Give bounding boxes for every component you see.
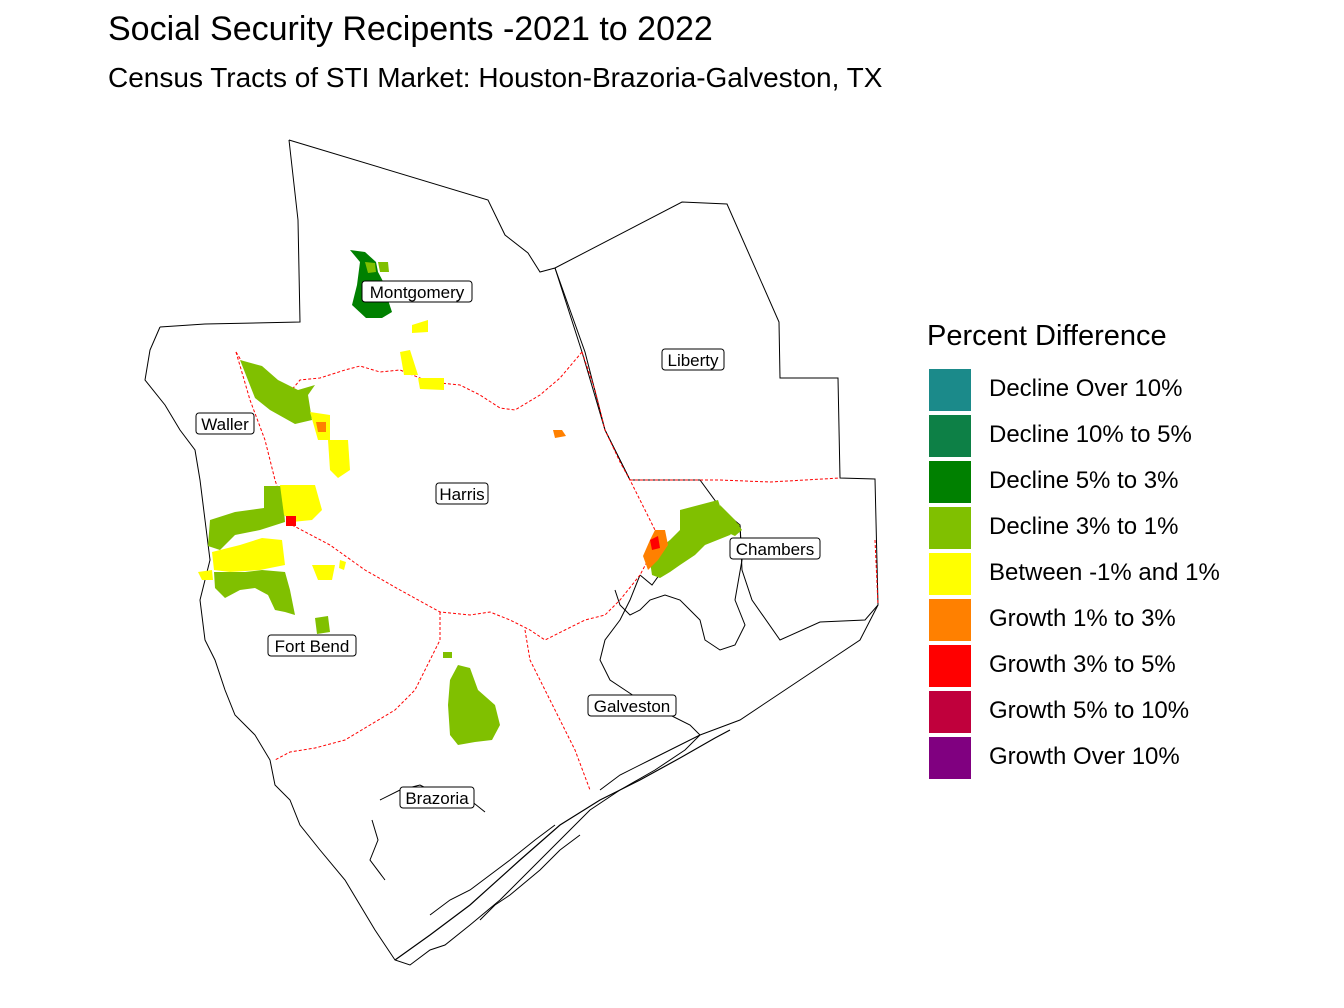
legend-label: Between -1% and 1% (989, 559, 1220, 586)
legend-swatch (929, 415, 971, 457)
tract-east-red (650, 536, 660, 550)
tract-fortbend-green-small (315, 616, 330, 634)
tract-nw-orange (316, 422, 326, 432)
tract-brazoria-small (443, 652, 452, 658)
legend-items: Decline Over 10% Decline 10% to 5% Decli… (927, 367, 1220, 781)
liberty-boundary (554, 267, 631, 481)
north-outline (159, 139, 879, 641)
tract-nw-yellow-2 (328, 440, 350, 478)
legend-item: Decline 10% to 5% (927, 413, 1192, 459)
county-label-galveston: Galveston (587, 694, 677, 717)
county-labels: Montgomery Liberty Waller Harris Chamber… (195, 280, 821, 809)
legend-swatch (929, 691, 971, 733)
tract-west-yellow-5 (339, 560, 346, 570)
coast-detail-1 (429, 824, 556, 916)
tract-west-yellow-4 (312, 565, 335, 580)
tract-brazoria-green (448, 665, 500, 745)
county-label-text: Brazoria (405, 789, 469, 808)
legend-item: Growth 3% to 5% (927, 643, 1176, 689)
county-label-text: Fort Bend (275, 637, 350, 656)
coast-detail-2 (479, 834, 581, 921)
tract-montgomery-yellow-3 (418, 378, 444, 390)
tract-east-orange (643, 530, 668, 570)
tract-west-yellow-3 (198, 570, 213, 580)
legend-item: Growth Over 10% (927, 735, 1180, 781)
county-label-liberty: Liberty (661, 348, 725, 371)
legend-label: Growth 5% to 10% (989, 697, 1190, 724)
tract-west-green-2 (214, 570, 295, 615)
county-label-chambers: Chambers (729, 537, 821, 560)
border-harris-west (235, 351, 293, 526)
border-harris-south (291, 524, 641, 641)
legend-swatch (929, 461, 971, 503)
legend-swatch (929, 369, 971, 411)
legend-swatch (929, 507, 971, 549)
legend-item: Decline 3% to 1% (927, 505, 1178, 551)
legend-label: Decline 3% to 1% (989, 513, 1179, 540)
tract-waller-north-green (240, 360, 315, 424)
legend-swatch (929, 737, 971, 779)
legend-item: Decline Over 10% (927, 367, 1182, 413)
county-label-brazoria: Brazoria (399, 786, 475, 809)
county-label-harris: Harris (435, 482, 489, 505)
county-label-text: Waller (201, 415, 249, 434)
legend-label: Decline 5% to 3% (989, 467, 1179, 494)
border-chambers-east (874, 539, 879, 606)
county-label-waller: Waller (195, 412, 255, 435)
legend-swatch (929, 645, 971, 687)
tract-montgomery-yellow-2 (400, 350, 418, 375)
county-label-montgomery: Montgomery (361, 280, 473, 303)
galveston-island (394, 729, 731, 961)
legend-item: Decline 5% to 3% (927, 459, 1178, 505)
map-title: Social Security Recipents -2021 to 2022 (108, 10, 713, 48)
legend-label: Decline Over 10% (989, 375, 1183, 402)
county-label-text: Liberty (667, 351, 719, 370)
legend-label: Growth Over 10% (989, 743, 1180, 770)
county-label-text: Chambers (736, 540, 814, 559)
legend-item: Growth 1% to 3% (927, 597, 1176, 643)
tract-montgomery-light-1 (365, 262, 376, 273)
tract-fills (198, 250, 742, 745)
brazoria-bend (369, 819, 386, 881)
legend-label: Decline 10% to 5% (989, 421, 1192, 448)
county-label-text: Montgomery (370, 283, 465, 302)
legend-swatch (929, 599, 971, 641)
county-label-text: Harris (439, 485, 484, 504)
tract-chambers-green (720, 505, 742, 536)
border-fortbend-brazoria (274, 612, 441, 761)
legend-label: Growth 1% to 3% (989, 605, 1176, 632)
border-chambers-liberty (630, 477, 841, 483)
tract-montgomery-light-2 (378, 262, 389, 272)
tract-ne-orange (553, 430, 566, 438)
county-label-text: Galveston (594, 697, 671, 716)
county-label-fortbend: Fort Bend (267, 634, 357, 657)
legend-swatch (929, 553, 971, 595)
map-subtitle: Census Tracts of STI Market: Houston-Bra… (108, 62, 883, 93)
legend-item: Growth 5% to 10% (927, 689, 1189, 735)
tract-west-yellow-1 (280, 485, 322, 522)
legend-title: Percent Difference (927, 320, 1167, 352)
border-harris-east (581, 351, 661, 576)
tract-west-yellow-2 (212, 538, 285, 572)
border-galveston-brazoria (524, 629, 591, 791)
galveston-coast (699, 604, 879, 736)
tract-montgomery-yellow-1 (412, 320, 428, 333)
tract-west-red-dot (286, 516, 296, 526)
legend-item: Between -1% and 1% (927, 551, 1220, 597)
legend-label: Growth 3% to 5% (989, 651, 1176, 678)
tract-east-green (650, 500, 740, 578)
coast-detail-3 (599, 734, 701, 791)
tract-west-green-1 (208, 486, 285, 550)
legend: Percent Difference Decline Over 10% Decl… (927, 320, 1220, 781)
